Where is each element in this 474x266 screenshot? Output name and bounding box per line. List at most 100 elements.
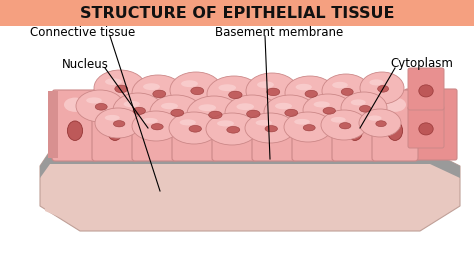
Ellipse shape — [95, 103, 107, 110]
Ellipse shape — [108, 121, 123, 140]
Ellipse shape — [419, 123, 433, 135]
Ellipse shape — [207, 76, 261, 112]
Ellipse shape — [67, 121, 82, 140]
Ellipse shape — [170, 72, 222, 108]
FancyBboxPatch shape — [332, 90, 378, 161]
Ellipse shape — [339, 123, 351, 129]
Ellipse shape — [219, 84, 236, 91]
Ellipse shape — [153, 90, 166, 98]
FancyBboxPatch shape — [372, 90, 418, 161]
Ellipse shape — [368, 115, 382, 121]
Ellipse shape — [180, 119, 196, 126]
FancyBboxPatch shape — [212, 90, 258, 161]
FancyBboxPatch shape — [405, 89, 457, 160]
Polygon shape — [40, 151, 460, 231]
Ellipse shape — [217, 120, 234, 126]
Ellipse shape — [246, 73, 298, 109]
Ellipse shape — [304, 98, 326, 112]
Ellipse shape — [255, 120, 272, 126]
FancyBboxPatch shape — [0, 0, 474, 26]
Ellipse shape — [132, 111, 180, 141]
Ellipse shape — [181, 80, 198, 87]
FancyBboxPatch shape — [408, 106, 444, 148]
Ellipse shape — [264, 98, 286, 112]
Ellipse shape — [245, 113, 295, 143]
Ellipse shape — [124, 101, 140, 107]
Ellipse shape — [323, 107, 336, 114]
Ellipse shape — [331, 117, 346, 123]
FancyBboxPatch shape — [408, 68, 444, 110]
Ellipse shape — [360, 72, 404, 104]
Ellipse shape — [294, 119, 310, 124]
Ellipse shape — [199, 104, 216, 111]
FancyBboxPatch shape — [92, 90, 138, 161]
Ellipse shape — [115, 85, 128, 93]
Ellipse shape — [150, 95, 202, 129]
Ellipse shape — [351, 99, 366, 105]
Polygon shape — [40, 151, 460, 178]
Text: STRUCTURE OF EPITHELIAL TISSUE: STRUCTURE OF EPITHELIAL TISSUE — [80, 6, 394, 20]
FancyBboxPatch shape — [52, 90, 98, 161]
Ellipse shape — [341, 88, 353, 95]
Ellipse shape — [187, 96, 241, 132]
Ellipse shape — [341, 92, 387, 124]
Ellipse shape — [376, 121, 386, 127]
Ellipse shape — [206, 113, 258, 145]
Ellipse shape — [113, 120, 125, 127]
Ellipse shape — [94, 70, 146, 106]
Ellipse shape — [303, 124, 315, 131]
Ellipse shape — [246, 110, 260, 118]
Ellipse shape — [224, 98, 246, 112]
Ellipse shape — [171, 109, 184, 117]
Ellipse shape — [133, 107, 146, 114]
Ellipse shape — [187, 121, 202, 140]
FancyBboxPatch shape — [252, 90, 298, 161]
Text: Connective tissue: Connective tissue — [30, 26, 135, 39]
Ellipse shape — [132, 75, 184, 111]
Ellipse shape — [332, 82, 348, 88]
Ellipse shape — [369, 79, 383, 85]
Ellipse shape — [314, 101, 330, 107]
Ellipse shape — [257, 81, 274, 88]
Ellipse shape — [225, 95, 279, 131]
FancyBboxPatch shape — [172, 90, 218, 161]
Ellipse shape — [284, 112, 332, 142]
Ellipse shape — [104, 98, 126, 112]
Ellipse shape — [296, 84, 312, 90]
FancyBboxPatch shape — [292, 90, 338, 161]
Ellipse shape — [305, 90, 318, 97]
Ellipse shape — [308, 121, 323, 140]
Ellipse shape — [267, 121, 283, 140]
Ellipse shape — [95, 108, 141, 138]
Ellipse shape — [228, 91, 242, 99]
FancyBboxPatch shape — [132, 90, 178, 161]
Ellipse shape — [64, 98, 86, 112]
Ellipse shape — [161, 103, 178, 109]
Ellipse shape — [228, 121, 243, 140]
FancyBboxPatch shape — [48, 91, 58, 158]
Ellipse shape — [359, 109, 401, 137]
Text: Cytoplasm: Cytoplasm — [390, 57, 453, 70]
Ellipse shape — [275, 103, 292, 109]
Ellipse shape — [144, 98, 166, 112]
Ellipse shape — [105, 115, 120, 120]
Ellipse shape — [142, 118, 158, 124]
Polygon shape — [45, 158, 450, 228]
Ellipse shape — [189, 126, 201, 132]
Ellipse shape — [113, 93, 163, 127]
Ellipse shape — [237, 103, 254, 110]
Ellipse shape — [227, 126, 240, 133]
Ellipse shape — [151, 124, 163, 130]
Ellipse shape — [285, 76, 335, 110]
Ellipse shape — [169, 112, 219, 144]
Ellipse shape — [378, 85, 389, 92]
Ellipse shape — [76, 90, 124, 122]
Ellipse shape — [303, 94, 353, 126]
Ellipse shape — [191, 87, 204, 95]
Ellipse shape — [419, 85, 433, 97]
Ellipse shape — [143, 83, 160, 90]
Ellipse shape — [184, 98, 206, 112]
Ellipse shape — [209, 111, 222, 119]
Ellipse shape — [359, 105, 371, 112]
Polygon shape — [50, 151, 430, 158]
